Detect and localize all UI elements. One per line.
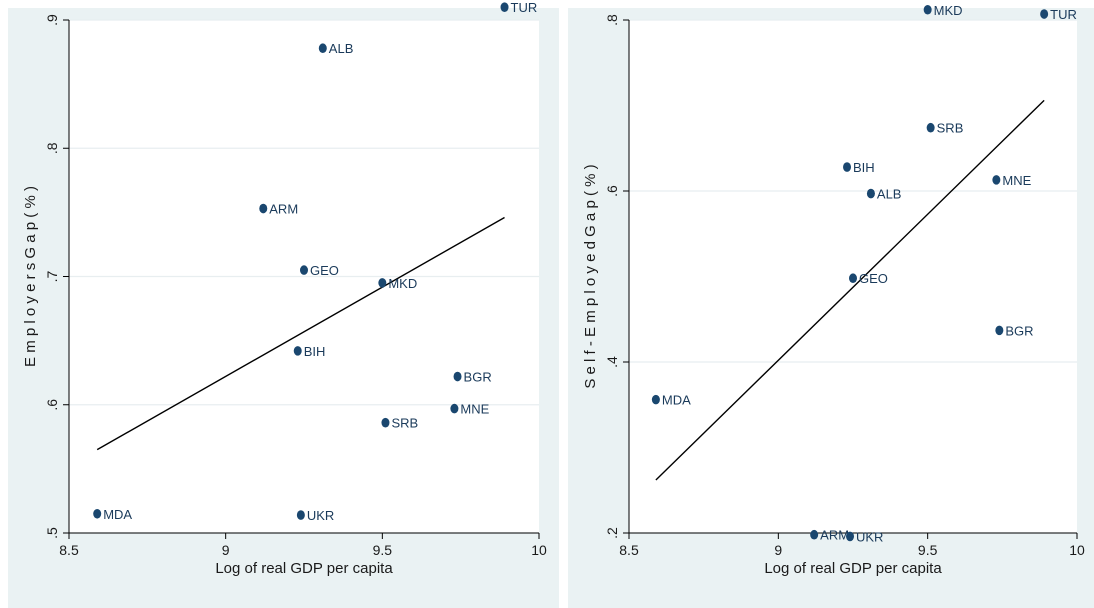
data-point-label: MKD xyxy=(388,276,417,291)
fitted-line xyxy=(96,216,505,451)
y-tick-label: .4 xyxy=(604,356,620,368)
data-point-label: GEO xyxy=(310,263,339,278)
data-point xyxy=(300,265,308,275)
x-tick-label: 9.5 xyxy=(373,542,393,558)
x-tick-label: 10 xyxy=(531,542,547,558)
data-point-label: UKR xyxy=(856,529,883,544)
data-point-label: UKR xyxy=(307,508,334,523)
y-tick-label: .7 xyxy=(44,270,60,282)
data-point-label: TUR xyxy=(1050,7,1077,22)
data-point-label: ALB xyxy=(329,41,354,56)
data-point xyxy=(93,508,102,519)
fitted-line xyxy=(655,99,1045,481)
data-point xyxy=(259,203,268,214)
data-point xyxy=(500,2,509,12)
x-tick-label: 8.5 xyxy=(619,542,639,558)
y-axis-title: E m p l o y e r s G a p ( % ) xyxy=(22,186,39,367)
data-point-label: SRB xyxy=(937,121,964,136)
data-point xyxy=(843,162,852,172)
x-tick-label: 9.5 xyxy=(918,542,938,558)
x-tick-label: 9 xyxy=(222,542,230,558)
data-point xyxy=(453,371,462,382)
data-point xyxy=(849,273,857,284)
data-point-label: BIH xyxy=(304,344,326,359)
y-tick-label: .6 xyxy=(44,399,60,411)
data-point xyxy=(810,529,819,540)
data-point xyxy=(381,417,390,428)
data-point xyxy=(992,175,1001,185)
data-point-label: BGR xyxy=(464,370,492,385)
data-point-label: GEO xyxy=(859,271,888,286)
y-tick-label: .5 xyxy=(44,527,60,539)
data-point xyxy=(1040,9,1049,19)
x-axis-title: Log of real GDP per capita xyxy=(215,560,393,577)
data-point-label: MDA xyxy=(662,393,691,408)
employers-gap-scatter-plot: 8.5 9 9.5 10 .5 .6 .7 .8 .9 Log of real GDP per c… xyxy=(22,0,547,577)
y-tick-label: .6 xyxy=(604,185,620,197)
y-axis-title: S e l f - E m p l o y e d G a p ( % ) xyxy=(582,164,599,388)
chart-panel-self-employed-gap: 8.5 9 9.5 10 .2 .4 .6 .8 Log of real GDP per cap… xyxy=(568,3,1094,608)
data-point-label: SRB xyxy=(391,416,418,431)
data-point-label: ARM xyxy=(820,528,849,543)
data-point-label: ALB xyxy=(877,187,902,202)
data-point-label: BGR xyxy=(1005,323,1033,338)
data-point-label: MKD xyxy=(934,3,963,18)
y-tick-label: .8 xyxy=(604,14,620,26)
data-point xyxy=(923,4,932,15)
data-point-label: MNE xyxy=(1002,173,1031,188)
y-tick-label: .8 xyxy=(44,142,60,154)
data-point xyxy=(866,188,875,199)
data-point xyxy=(318,43,327,54)
data-point xyxy=(926,122,935,133)
x-tick-label: 10 xyxy=(1069,542,1085,558)
x-axis-title: Log of real GDP per capita xyxy=(764,560,942,577)
data-point xyxy=(293,346,302,356)
x-tick-label: 8.5 xyxy=(59,542,79,558)
x-tick-label: 9 xyxy=(774,542,782,558)
chart-panel-employers-gap: 8.5 9 9.5 10 .5 .6 .7 .8 .9 Log of real GDP per c… xyxy=(8,0,559,608)
data-point-label: TUR xyxy=(511,0,538,15)
data-point-label: MDA xyxy=(103,507,132,522)
data-point-label: MNE xyxy=(460,402,489,417)
y-tick-label: .2 xyxy=(604,527,620,539)
data-point xyxy=(846,531,855,542)
data-point xyxy=(450,403,459,414)
data-point-label: ARM xyxy=(269,202,298,217)
data-point xyxy=(296,510,305,520)
self-employed-gap-scatter-plot: 8.5 9 9.5 10 .2 .4 .6 .8 Log of real GDP per cap… xyxy=(582,3,1085,577)
data-point-label: BIH xyxy=(853,160,875,175)
data-point xyxy=(651,394,660,405)
data-point xyxy=(995,325,1004,336)
data-point xyxy=(378,278,387,288)
y-tick-label: .9 xyxy=(44,14,60,26)
